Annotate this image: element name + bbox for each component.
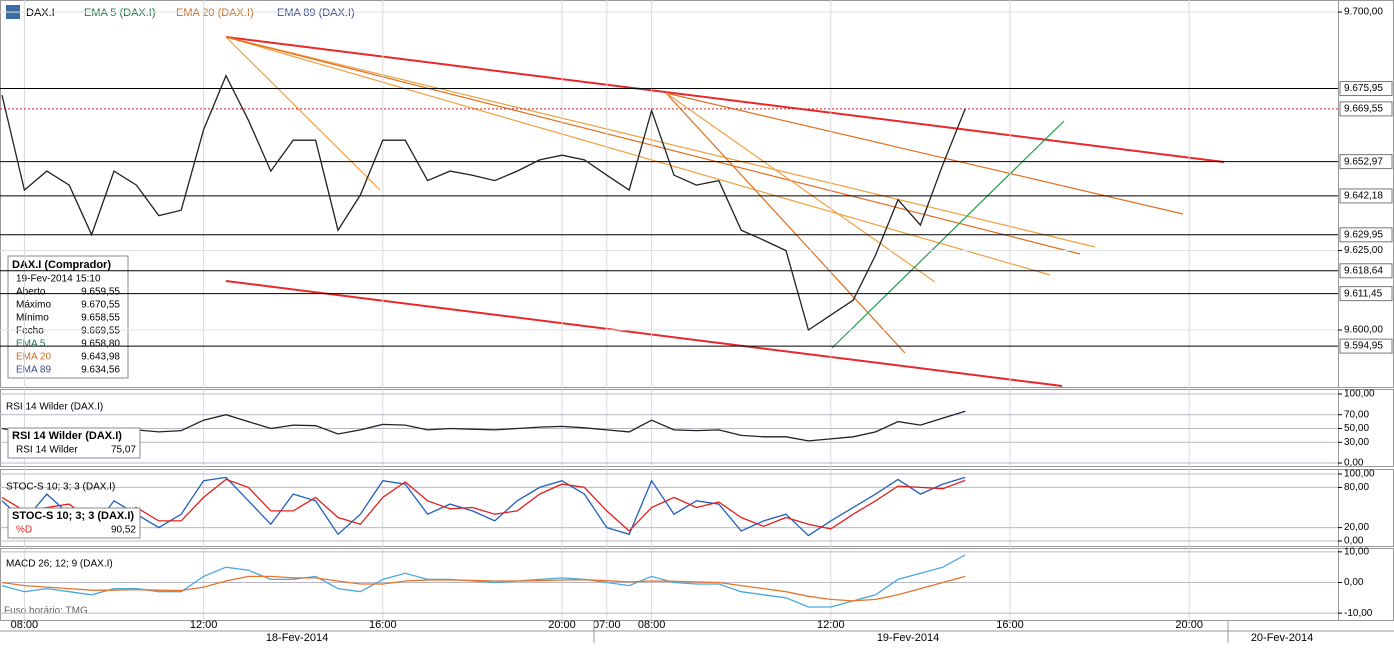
level-box — [1339, 154, 1393, 170]
level-box — [1339, 81, 1393, 97]
level-box — [1339, 286, 1393, 302]
axis-area — [1338, 469, 1394, 547]
info-row-value: 9.658,80 — [81, 339, 120, 350]
line-series — [1, 410, 966, 442]
level-label: 9.652,97 — [1344, 156, 1383, 167]
y-tick-label: 0,00 — [1344, 458, 1364, 469]
level-box — [1339, 338, 1393, 354]
info-row-label: Máximo — [16, 300, 51, 311]
line-series — [1, 554, 966, 608]
fan-line — [225, 36, 1096, 248]
level-label: 9.675,95 — [1344, 83, 1383, 94]
y-tick-label: 9.600,00 — [1344, 325, 1383, 336]
info-row-value: 9.669,55 — [81, 326, 120, 337]
ema20-label[interactable]: EMA 20 (DAX.I) — [176, 7, 254, 19]
indicator-info: STOC-S 10; 3; 3 (DAX.I) %D 90,52 — [7, 507, 141, 539]
level-label: 9.594,95 — [1344, 341, 1383, 352]
date-label: 19-Fev-2014 — [877, 632, 939, 643]
info-label: RSI 14 Wilder — [16, 445, 78, 456]
fan-line — [225, 36, 1081, 255]
x-tick-label: 16:00 — [369, 619, 397, 631]
info-row-label: EMA 89 — [16, 365, 51, 376]
y-tick-label: 0,00 — [1344, 577, 1364, 588]
info-row-label: EMA 5 — [16, 339, 46, 350]
level-label: 9.669,55 — [1344, 104, 1383, 115]
info-row-value: 9.634,56 — [81, 365, 120, 376]
level-label: 9.642,18 — [1344, 191, 1383, 202]
line-series — [1, 476, 966, 537]
x-tick-label: 12:00 — [190, 619, 218, 631]
fan-line — [225, 36, 381, 191]
level-box — [1339, 227, 1393, 243]
info-row-label: EMA 20 — [16, 352, 51, 363]
info-box: DAX.I (Comprador) 19-Fev-2014 15:10 Aberto… — [7, 255, 129, 379]
info-value: 90,52 — [111, 525, 136, 536]
info-title: DAX.I (Comprador) — [12, 259, 111, 271]
symbol[interactable]: DAX.I — [26, 7, 55, 19]
timezone: Fuso horário: TMG — [4, 606, 88, 617]
x-tick-label: 12:00 — [817, 619, 845, 631]
info-frame — [7, 507, 141, 539]
y-tick-label: 80,00 — [1344, 482, 1369, 493]
y-tick-label: -10,00 — [1344, 608, 1373, 619]
info-title: STOC-S 10; 3; 3 (DAX.I) — [12, 510, 134, 522]
x-tick-label: 08:00 — [638, 619, 666, 631]
panel-title: MACD 26; 12; 9 (DAX.I) — [6, 559, 113, 570]
info-frame — [7, 255, 129, 379]
info-value: 75,07 — [111, 445, 136, 456]
line-series — [1, 74, 966, 332]
info-frame — [7, 427, 141, 459]
fan-line — [665, 92, 906, 354]
line-series — [1, 478, 966, 532]
level-label: 9.611,45 — [1344, 288, 1383, 299]
panel-title: STOC-S 10; 3; 3 (DAX.I) — [6, 482, 115, 493]
y-tick-label: 10,00 — [1344, 546, 1369, 557]
info-row-value: 9.670,55 — [81, 300, 120, 311]
x-tick-label: 20:00 — [1175, 619, 1203, 631]
y-tick-label: 30,00 — [1344, 437, 1369, 448]
line-series — [1, 575, 966, 602]
panel-title: RSI 14 Wilder (DAX.I) — [6, 402, 103, 413]
fan-line — [225, 36, 1051, 276]
info-row-label: Fecho — [16, 326, 44, 337]
toolbar: DAX.I EMA 5 (DAX.I) EMA 20 (DAX.I) EMA 8… — [6, 5, 355, 19]
indicator-info: RSI 14 Wilder (DAX.I) RSI 14 Wilder 75,07 — [7, 427, 141, 459]
ema5-label[interactable]: EMA 5 (DAX.I) — [84, 7, 156, 19]
trendline — [225, 280, 1063, 387]
y-tick-label: 20,00 — [1344, 522, 1369, 533]
level-box — [1339, 188, 1393, 204]
y-tick-label: 100,00 — [1344, 389, 1375, 400]
date-label: 20-Fev-2014 — [1251, 632, 1313, 643]
level-box — [1339, 101, 1393, 117]
info-row-label: Aberto — [16, 287, 46, 298]
x-tick-label: 20:00 — [548, 619, 576, 631]
y-tick-label: 0,00 — [1344, 536, 1364, 547]
y-tick-label: 70,00 — [1344, 409, 1369, 420]
info-row-value: 9.658,55 — [81, 313, 120, 324]
x-tick-label: 08:00 — [11, 619, 39, 631]
y-tick-label: 9.700,00 — [1344, 7, 1383, 18]
y-tick-label: 100,00 — [1344, 469, 1375, 480]
level-label: 9.618,64 — [1344, 265, 1383, 276]
info-row-label: Mínimo — [16, 313, 49, 324]
y-tick-label: 9.625,00 — [1344, 245, 1383, 256]
axis-area — [1338, 389, 1394, 467]
x-tick-label: 07:00 — [593, 619, 621, 631]
info-date: 19-Fev-2014 15:10 — [16, 274, 101, 285]
info-row-value: 9.643,98 — [81, 352, 120, 363]
x-tick-label: 16:00 — [996, 619, 1024, 631]
fan-line — [665, 92, 1184, 215]
info-label: %D — [16, 525, 32, 536]
level-box — [1339, 263, 1393, 279]
date-label: 18-Fev-2014 — [266, 632, 328, 643]
trendline — [225, 36, 1225, 163]
info-row-value: 9.659,55 — [81, 287, 120, 298]
ema89-label[interactable]: EMA 89 (DAX.I) — [277, 7, 355, 19]
level-label: 9.629,95 — [1344, 229, 1383, 240]
y-tick-label: 50,00 — [1344, 423, 1369, 434]
info-title: RSI 14 Wilder (DAX.I) — [12, 430, 122, 442]
